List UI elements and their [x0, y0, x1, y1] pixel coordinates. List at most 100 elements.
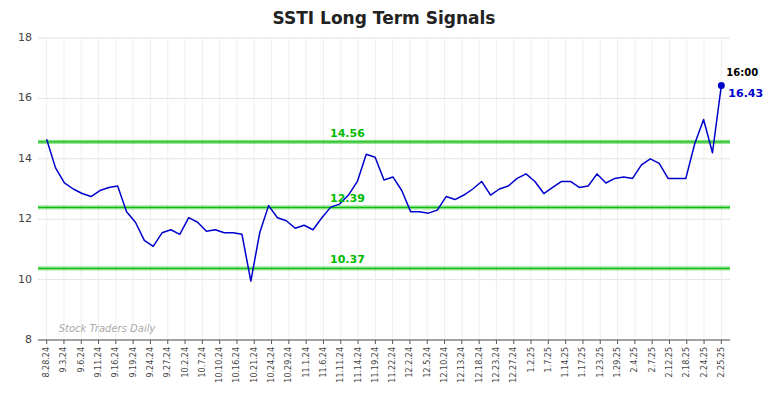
hline-band [38, 205, 730, 209]
last-point [718, 82, 725, 89]
hline-band [38, 266, 730, 270]
watermark: Stock Traders Daily [59, 323, 157, 334]
x-grid-line [409, 38, 410, 340]
x-tick-label: 12.13.24 [457, 347, 466, 383]
y-grid-line [38, 98, 730, 99]
x-tick [167, 340, 168, 344]
x-grid-line [340, 38, 341, 340]
x-tick-label: 1.7.25 [544, 347, 553, 372]
y-grid-line [38, 38, 730, 39]
y-tick-label: 8 [25, 333, 32, 346]
x-tick [271, 340, 272, 344]
x-grid-line [185, 38, 186, 340]
x-grid-line [288, 38, 289, 340]
hline-label: 14.56 [330, 127, 365, 140]
x-tick [565, 340, 566, 344]
x-tick-label: 9.27.24 [163, 347, 172, 378]
hline-band [38, 140, 730, 144]
y-tick-label: 18 [18, 31, 32, 44]
last-time-label: 16:00 [726, 67, 758, 78]
x-grid-line [150, 38, 151, 340]
x-grid-line [133, 38, 134, 340]
x-grid-line [202, 38, 203, 340]
x-tick-label: 1.17.25 [578, 347, 587, 378]
x-tick [652, 340, 653, 344]
x-tick-label: 12.18.24 [475, 347, 484, 383]
x-grid-line [652, 38, 653, 340]
x-grid-line [427, 38, 428, 340]
x-grid-line [461, 38, 462, 340]
x-tick-label: 2.25.25 [717, 347, 726, 378]
x-tick-label: 1.23.25 [596, 347, 605, 378]
x-tick-label: 1.29.25 [613, 347, 622, 378]
x-tick [358, 340, 359, 344]
x-tick [496, 340, 497, 344]
x-grid-line [219, 38, 220, 340]
x-tick [150, 340, 151, 344]
x-tick-label: 10.10.24 [215, 347, 224, 383]
plot-area [38, 82, 730, 281]
x-tick [133, 340, 134, 344]
price-line [47, 85, 722, 281]
x-tick [479, 340, 480, 344]
x-grid-line [479, 38, 480, 340]
x-grid-line [582, 38, 583, 340]
x-axis-line [38, 340, 730, 341]
x-grid-line [496, 38, 497, 340]
x-tick-label: 9.19.24 [129, 347, 138, 378]
x-grid-line [98, 38, 99, 340]
x-tick-label: 1.2.25 [527, 347, 536, 372]
x-tick [115, 340, 116, 344]
x-tick [63, 340, 64, 344]
x-tick-label: 8.28.24 [42, 347, 51, 378]
y-axis: 81012141618 [18, 31, 32, 346]
x-tick-label: 11.19.24 [371, 347, 380, 383]
x-tick-label: 11.1.24 [302, 347, 311, 378]
x-tick-label: 11.22.24 [388, 347, 397, 383]
x-tick [323, 340, 324, 344]
x-grid-line [236, 38, 237, 340]
x-tick [444, 340, 445, 344]
title: SSTI Long Term Signals [273, 8, 496, 28]
x-grid-line [81, 38, 82, 340]
x-grid-line [115, 38, 116, 340]
x-tick [548, 340, 549, 344]
x-tick-label: 10.21.24 [250, 347, 259, 383]
x-tick-label: 2.18.25 [682, 347, 691, 378]
y-grid-line [38, 219, 730, 220]
x-grid-line [254, 38, 255, 340]
x-tick-label: 2.4.25 [630, 347, 639, 372]
x-grid-line [306, 38, 307, 340]
x-tick [582, 340, 583, 344]
x-tick [375, 340, 376, 344]
x-grid-line [358, 38, 359, 340]
x-grid-line [375, 38, 376, 340]
y-grid-line [38, 340, 730, 341]
x-tick-label: 10.16.24 [232, 347, 241, 383]
x-grid-line [46, 38, 47, 340]
x-grid-line [686, 38, 687, 340]
chart: SSTI Long Term Signals810121416188.28.24… [0, 0, 784, 398]
x-tick [98, 340, 99, 344]
x-tick [288, 340, 289, 344]
x-grid-line [617, 38, 618, 340]
x-grid-line [167, 38, 168, 340]
hline [38, 141, 730, 142]
x-grid-line [323, 38, 324, 340]
x-tick-label: 10.7.24 [198, 347, 207, 378]
x-tick [46, 340, 47, 344]
x-grid-line [531, 38, 532, 340]
y-grid-line [38, 279, 730, 280]
x-tick [686, 340, 687, 344]
x-grid-line [63, 38, 64, 340]
x-tick-label: 11.11.24 [336, 347, 345, 383]
x-tick [219, 340, 220, 344]
x-tick-label: 9.11.24 [94, 347, 103, 378]
hline-label: 12.39 [330, 192, 365, 205]
x-tick [600, 340, 601, 344]
y-tick-label: 16 [18, 91, 32, 104]
x-tick-label: 9.3.24 [59, 347, 68, 372]
grid [38, 38, 730, 340]
x-tick-label: 2.7.25 [648, 347, 657, 372]
x-tick-label: 10.24.24 [267, 347, 276, 383]
